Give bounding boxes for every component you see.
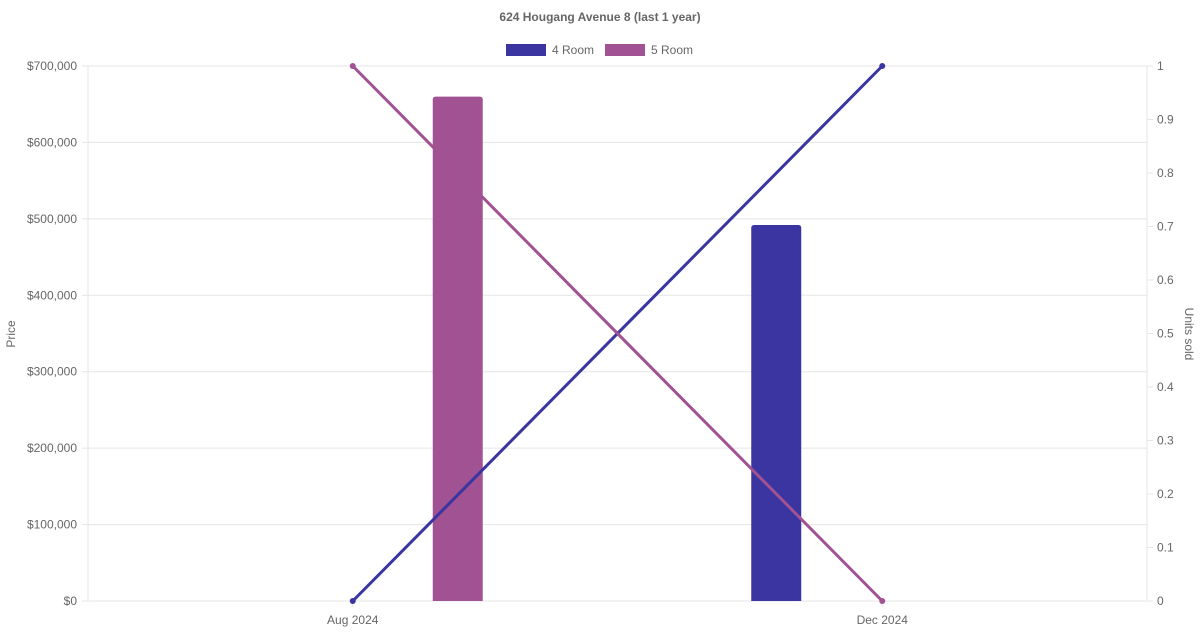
- y-tick-label: $300,000: [27, 365, 77, 379]
- y-axis-label: Price: [4, 320, 18, 348]
- y2-tick-label: 0.3: [1157, 434, 1174, 448]
- line-5-room: [351, 64, 884, 603]
- y2-tick-label: 0.6: [1157, 273, 1174, 287]
- y2-tick-label: 0.2: [1157, 487, 1174, 501]
- legend-label: 4 Room: [552, 43, 594, 57]
- point: [879, 598, 886, 604]
- point: [349, 598, 356, 604]
- chart-title: 624 Hougang Avenue 8 (last 1 year): [499, 10, 700, 24]
- y-tick-label: $400,000: [27, 288, 77, 302]
- bar-4-room: [751, 224, 802, 601]
- legend-label: 5 Room: [651, 43, 693, 57]
- y-tick-label: $0: [64, 594, 78, 608]
- x-tick-label: Dec 2024: [857, 613, 909, 627]
- y2-axis-label: Units sold: [1182, 308, 1196, 361]
- x-tick-label: Aug 2024: [327, 613, 379, 627]
- y-tick-label: $200,000: [27, 441, 77, 455]
- bar-5-room: [432, 96, 483, 602]
- legend-swatch: [506, 44, 546, 56]
- y-tick-label: $700,000: [27, 59, 77, 73]
- y2-tick-label: 0.5: [1157, 327, 1174, 341]
- y-tick-label: $600,000: [27, 135, 77, 149]
- y2-tick-label: 0: [1157, 594, 1164, 608]
- legend-swatch: [605, 44, 645, 56]
- y-tick-label: $500,000: [27, 212, 77, 226]
- y2-tick-label: 1: [1157, 59, 1164, 73]
- y2-tick-label: 0.1: [1157, 541, 1174, 555]
- y2-tick-label: 0.8: [1157, 166, 1174, 180]
- y2-tick-label: 0.9: [1157, 113, 1174, 127]
- y2-tick-label: 0.4: [1157, 380, 1174, 394]
- point: [349, 63, 356, 69]
- y-tick-label: $100,000: [27, 518, 77, 532]
- y2-tick-label: 0.7: [1157, 220, 1174, 234]
- point: [879, 63, 886, 69]
